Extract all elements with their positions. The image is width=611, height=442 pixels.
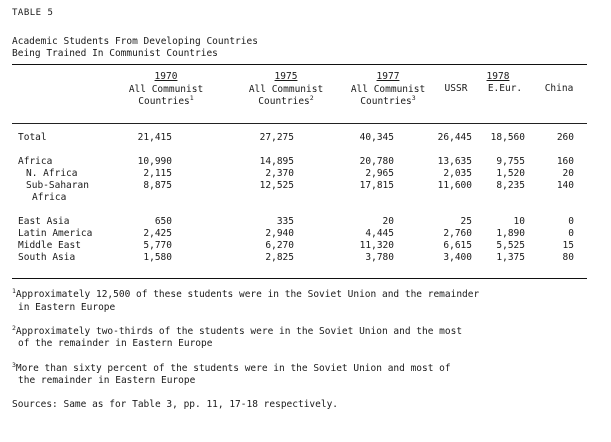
cell-v1975: 14,895: [259, 156, 294, 168]
cell-v1970: 10,990: [137, 156, 172, 168]
cell-v1975: 6,270: [265, 240, 294, 252]
cell-ussr: 25: [460, 216, 472, 228]
table-row-continuation: Africa: [12, 192, 587, 204]
table-caption: Academic Students From Developing Countr…: [12, 36, 602, 61]
cell-china: 260: [556, 132, 574, 144]
table-row: South Asia 1,580 2,825 3,780 3,400 1,375 80: [12, 252, 587, 264]
header-1978-group: 1978: [486, 71, 510, 83]
cell-china: 20: [562, 168, 574, 180]
cell-v1975: 2,940: [265, 228, 294, 240]
cell-china: 80: [562, 252, 574, 264]
row-label: Africa: [18, 156, 53, 168]
cell-china: 160: [556, 156, 574, 168]
cell-v1977: 20,780: [359, 156, 394, 168]
cell-eeur: 18,560: [490, 132, 525, 144]
header-1977: 1977 All Communist Countries3: [350, 71, 426, 108]
table-rows: Total 21,415 27,275 40,345 26,445 18,560 260 Af…: [12, 132, 587, 264]
cell-v1975: 2,370: [265, 168, 294, 180]
cell-v1970: 650: [154, 216, 172, 228]
cell-eeur: 9,755: [496, 156, 525, 168]
cell-ussr: 6,615: [443, 240, 472, 252]
row-label: Middle East: [18, 240, 81, 252]
cell-v1970: 2,115: [143, 168, 172, 180]
row-label: South Asia: [18, 252, 76, 264]
cell-v1977: 40,345: [359, 132, 394, 144]
row-label: Sub-Saharan: [26, 180, 89, 192]
cell-eeur: 5,525: [496, 240, 525, 252]
cell-ussr: 26,445: [437, 132, 472, 144]
header-eeur: E.Eur.: [487, 83, 523, 95]
caption-line-2: Being Trained In Communist Countries: [12, 48, 218, 60]
cell-eeur: 8,235: [496, 180, 525, 192]
row-label: Latin America: [18, 228, 93, 240]
cell-v1977: 17,815: [359, 180, 394, 192]
sources-note: Sources: Same as for Table 3, pp. 11, 17…: [12, 399, 339, 411]
row-label: Total: [18, 132, 47, 144]
cell-ussr: 3,400: [443, 252, 472, 264]
cell-v1977: 11,320: [359, 240, 394, 252]
row-label: N. Africa: [26, 168, 78, 180]
cell-v1977: 3,780: [365, 252, 394, 264]
table-row: Sub-Saharan 8,875 12,525 17,815 11,600 8,235 1…: [12, 180, 587, 192]
cell-v1970: 5,770: [143, 240, 172, 252]
cell-ussr: 2,760: [443, 228, 472, 240]
cell-v1975: 2,825: [265, 252, 294, 264]
cell-v1975: 335: [276, 216, 294, 228]
cell-china: 15: [562, 240, 574, 252]
cell-v1970: 2,425: [143, 228, 172, 240]
cell-v1977: 4,445: [365, 228, 394, 240]
table-row: Latin America 2,425 2,940 4,445 2,760 1,890 0: [12, 228, 587, 240]
footnote-1: 1Approximately 12,500 of these students …: [12, 287, 480, 313]
cell-v1970: 1,580: [143, 252, 172, 264]
cell-ussr: 2,035: [443, 168, 472, 180]
cell-eeur: 1,375: [496, 252, 525, 264]
cell-eeur: 1,520: [496, 168, 525, 180]
cell-china: 0: [568, 216, 574, 228]
table-row: Africa 10,990 14,895 20,780 13,635 9,755 160: [12, 156, 587, 168]
table-body: Total 21,415 27,275 40,345 26,445 18,560 260 Af…: [12, 124, 587, 278]
table-header: 1970 All Communist Countries1 1975 All C…: [12, 65, 587, 123]
header-ussr: USSR: [444, 83, 468, 95]
header-1970: 1970 All Communist Countries1: [128, 71, 204, 108]
bottom-rule: [12, 278, 587, 280]
footnotes: 1Approximately 12,500 of these students …: [12, 287, 587, 411]
cell-china: 140: [556, 180, 574, 192]
table-row: Total 21,415 27,275 40,345 26,445 18,560 260: [12, 132, 587, 144]
header-china: China: [544, 83, 574, 95]
top-rule: [12, 64, 587, 66]
row-label: East Asia: [18, 216, 70, 228]
cell-v1975: 12,525: [259, 180, 294, 192]
caption-line-1: Academic Students From Developing Countr…: [12, 35, 258, 47]
footnote-3: 3More than sixty percent of the students…: [12, 360, 451, 387]
cell-eeur: 10: [513, 216, 525, 228]
cell-v1970: 8,875: [143, 180, 172, 192]
cell-china: 0: [568, 228, 574, 240]
cell-ussr: 11,600: [437, 180, 472, 192]
header-1975: 1975 All Communist Countries2: [248, 71, 324, 108]
cell-v1975: 27,275: [259, 132, 294, 144]
footnote-2: 2Approximately two-thirds of the student…: [12, 323, 463, 350]
table-row: East Asia 650 335 20 25 10 0: [12, 216, 587, 228]
cell-ussr: 13,635: [437, 156, 472, 168]
row-label-continuation: Africa: [32, 192, 67, 204]
table-row: N. Africa 2,115 2,370 2,965 2,035 1,520 20: [12, 168, 587, 180]
header-rule: [12, 123, 587, 125]
table-label: TABLE 5: [12, 8, 54, 18]
cell-eeur: 1,890: [496, 228, 525, 240]
cell-v1977: 2,965: [365, 168, 394, 180]
table-row: Middle East 5,770 6,270 11,320 6,615 5,525 15: [12, 240, 587, 252]
document-page: TABLE 5 Academic Students From Developin…: [12, 8, 602, 412]
cell-v1977: 20: [382, 216, 394, 228]
cell-v1970: 21,415: [137, 132, 172, 144]
